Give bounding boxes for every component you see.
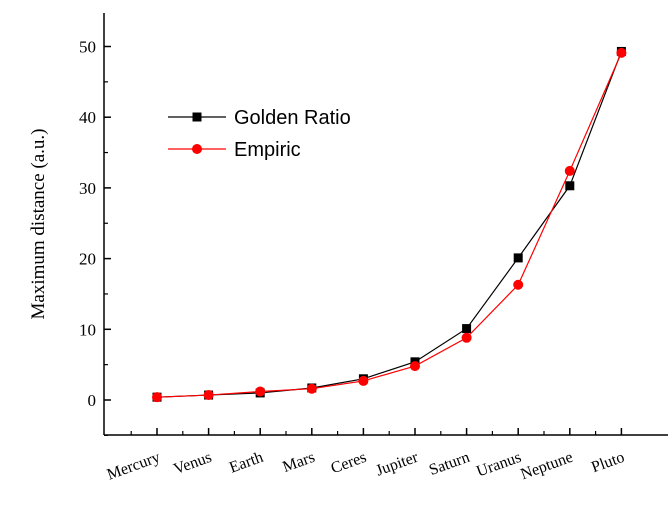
x-tick-label: Earth <box>227 449 265 477</box>
data-point-circle <box>152 392 162 403</box>
x-tick-label: Uranus <box>474 449 523 481</box>
y-tick-label: 20 <box>79 250 96 269</box>
y-tick-label: 10 <box>79 320 96 339</box>
series-line <box>156 52 622 398</box>
x-tick-label: Saturn <box>427 449 472 479</box>
y-tick-label: 40 <box>79 108 96 127</box>
y-tick-label: 30 <box>79 179 96 198</box>
series-empiric <box>152 47 627 403</box>
y-axis-title: Maximum distance (a.u.) <box>28 128 49 319</box>
data-point-circle <box>306 383 317 394</box>
data-point-circle <box>616 47 627 58</box>
data-point-circle <box>358 375 369 386</box>
x-tick-label: Mercury <box>105 449 163 484</box>
data-point-square <box>513 253 523 263</box>
data-point-circle <box>203 390 214 401</box>
y-ticks: 0 10 20 30 40 50 <box>79 38 111 436</box>
legend-label: Empiric <box>234 139 301 161</box>
y-tick-label: 50 <box>79 38 96 57</box>
x-tick-label: Mars <box>280 449 317 476</box>
legend-label: Golden Ratio <box>234 107 351 129</box>
data-point-square <box>565 181 575 191</box>
series-golden-ratio <box>152 46 626 402</box>
series-layer <box>152 46 627 403</box>
x-tick-label: Pluto <box>589 449 627 477</box>
data-point-square <box>462 324 472 334</box>
x-tick-label: Jupiter <box>374 449 421 480</box>
legend-marker-circle <box>192 144 202 154</box>
x-ticks: Mercury Venus Earth Mars Ceres Jupiter Saturn U… <box>105 428 627 484</box>
legend-marker-square <box>192 112 202 122</box>
series-line <box>156 51 622 398</box>
data-point-circle <box>410 361 420 372</box>
legend: Golden Ratio Empiric <box>168 107 351 161</box>
data-point-circle <box>255 386 266 397</box>
data-point-circle <box>513 279 524 290</box>
x-tick-label: Neptune <box>518 449 575 484</box>
x-tick-label: Venus <box>171 449 214 478</box>
data-point-circle <box>564 165 575 176</box>
y-tick-label: 0 <box>88 391 97 410</box>
data-point-circle <box>461 332 472 343</box>
x-tick-label: Ceres <box>329 449 369 477</box>
